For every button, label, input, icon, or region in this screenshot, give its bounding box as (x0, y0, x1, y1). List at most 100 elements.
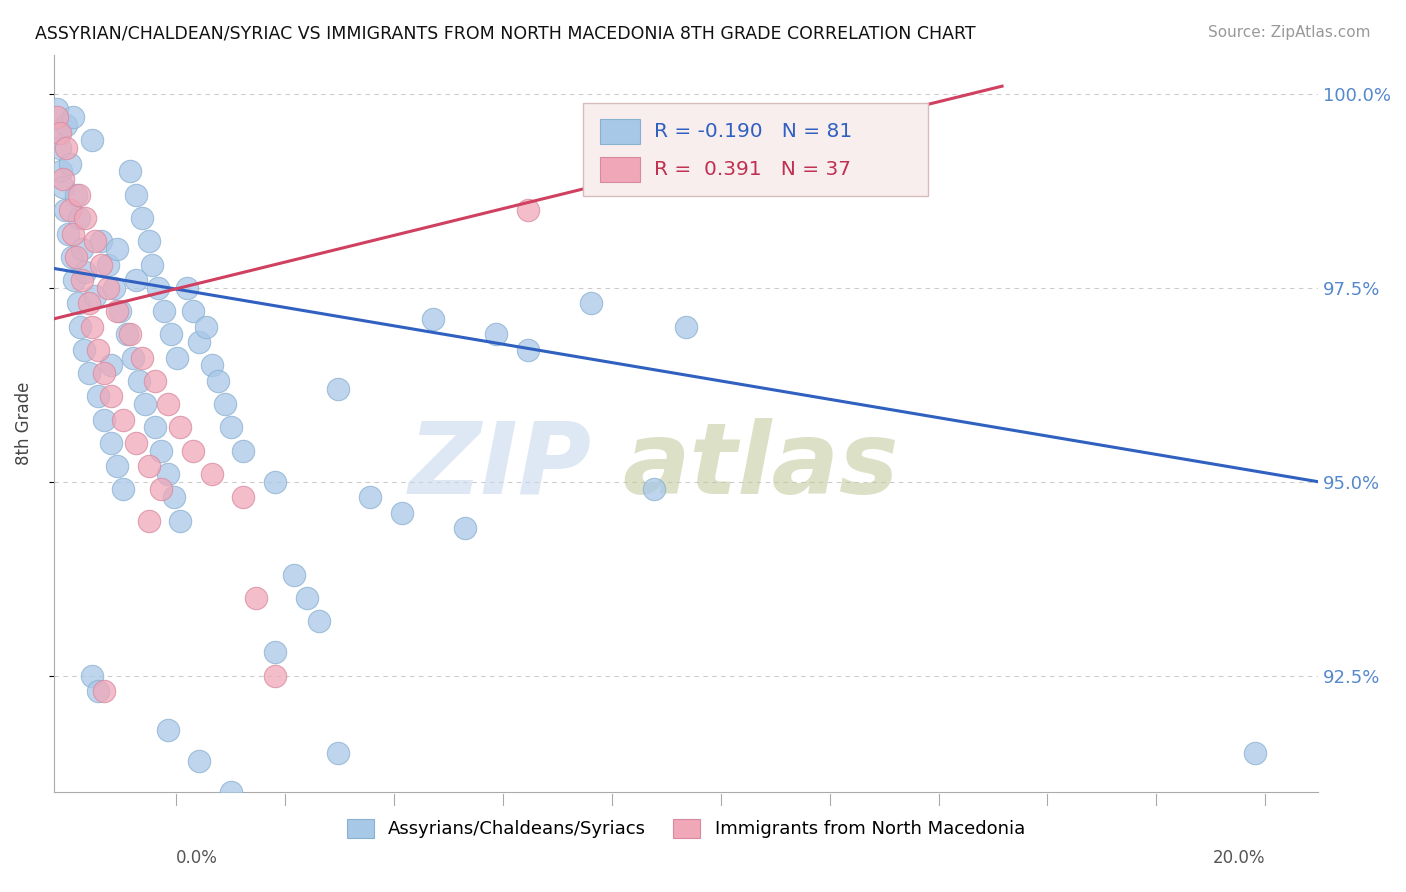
Point (53, 203, 76, 218)
Point (62, 227, 84, 241)
Point (150, 443, 173, 458)
Point (219, 785, 242, 799)
Point (422, 311, 444, 326)
Point (75, 211, 97, 225)
Point (51, 164, 73, 178)
Point (100, 359, 122, 373)
Point (283, 567, 305, 582)
Point (100, 436, 122, 450)
Point (80, 668, 103, 682)
Text: ZIP: ZIP (408, 417, 591, 515)
Text: atlas: atlas (623, 417, 900, 515)
Point (77, 296, 100, 310)
Text: R =  0.391   N = 37: R = 0.391 N = 37 (654, 160, 851, 179)
Point (391, 506, 413, 520)
Point (67, 211, 90, 225)
Text: 20.0%: 20.0% (1213, 849, 1265, 867)
Point (214, 397, 236, 411)
Point (90, 258, 112, 272)
Point (75, 265, 97, 279)
Point (56, 227, 79, 241)
Point (138, 514, 160, 528)
Point (65, 250, 87, 264)
Point (166, 351, 188, 365)
Point (115, 327, 138, 342)
Point (159, 327, 181, 342)
Point (105, 459, 128, 474)
Y-axis label: 8th Grade: 8th Grade (15, 382, 32, 466)
Point (163, 490, 186, 504)
Point (46, 110, 69, 124)
Point (201, 359, 224, 373)
Point (232, 443, 254, 458)
Point (62, 110, 84, 124)
Point (153, 304, 176, 318)
Point (308, 615, 330, 629)
Point (295, 591, 318, 605)
Point (46, 103, 69, 117)
Point (60, 250, 83, 264)
Point (516, 203, 538, 218)
Point (49, 126, 72, 140)
Point (112, 412, 135, 426)
Text: ASSYRIAN/CHALDEAN/SYRIAC VS IMMIGRANTS FROM NORTH MACEDONIA 8TH GRADE CORRELATIO: ASSYRIAN/CHALDEAN/SYRIAC VS IMMIGRANTS F… (35, 25, 976, 43)
Point (801, 110, 824, 124)
Point (359, 490, 381, 504)
Point (643, 483, 665, 497)
Point (65, 187, 87, 202)
Point (169, 420, 191, 434)
Point (112, 483, 135, 497)
Point (264, 645, 287, 659)
Text: Source: ZipAtlas.com: Source: ZipAtlas.com (1208, 25, 1371, 40)
Point (90, 234, 112, 248)
Point (156, 397, 179, 411)
Point (675, 319, 697, 334)
Point (84, 234, 107, 248)
Point (264, 668, 287, 682)
Point (52, 180, 75, 194)
Point (77, 366, 100, 380)
Point (264, 475, 287, 489)
Point (188, 335, 211, 350)
Point (134, 397, 156, 411)
Point (169, 514, 191, 528)
Point (131, 211, 153, 225)
Point (73, 343, 96, 357)
Point (48, 126, 70, 140)
Point (49, 141, 72, 155)
Point (131, 351, 153, 365)
Point (87, 389, 110, 403)
Point (219, 420, 242, 434)
Point (156, 467, 179, 481)
Text: R = -0.190   N = 81: R = -0.190 N = 81 (654, 121, 852, 141)
Point (143, 374, 166, 388)
Point (150, 483, 173, 497)
Point (67, 187, 90, 202)
Point (80, 133, 103, 147)
Point (55, 118, 77, 132)
Point (69, 319, 91, 334)
Point (156, 723, 179, 737)
Point (188, 754, 211, 768)
Point (93, 684, 115, 698)
Point (72, 242, 94, 256)
Point (328, 382, 350, 396)
Point (87, 684, 110, 698)
Point (55, 141, 77, 155)
Text: 0.0%: 0.0% (176, 849, 218, 867)
Point (181, 443, 204, 458)
Point (138, 234, 160, 248)
Point (63, 273, 86, 287)
Point (328, 746, 350, 760)
Point (125, 436, 148, 450)
Point (485, 327, 508, 342)
Point (93, 366, 115, 380)
Point (141, 258, 163, 272)
Point (454, 521, 477, 535)
Point (128, 374, 150, 388)
Point (108, 304, 131, 318)
Point (84, 288, 107, 302)
Point (59, 203, 82, 218)
Point (245, 591, 267, 605)
Point (100, 389, 122, 403)
